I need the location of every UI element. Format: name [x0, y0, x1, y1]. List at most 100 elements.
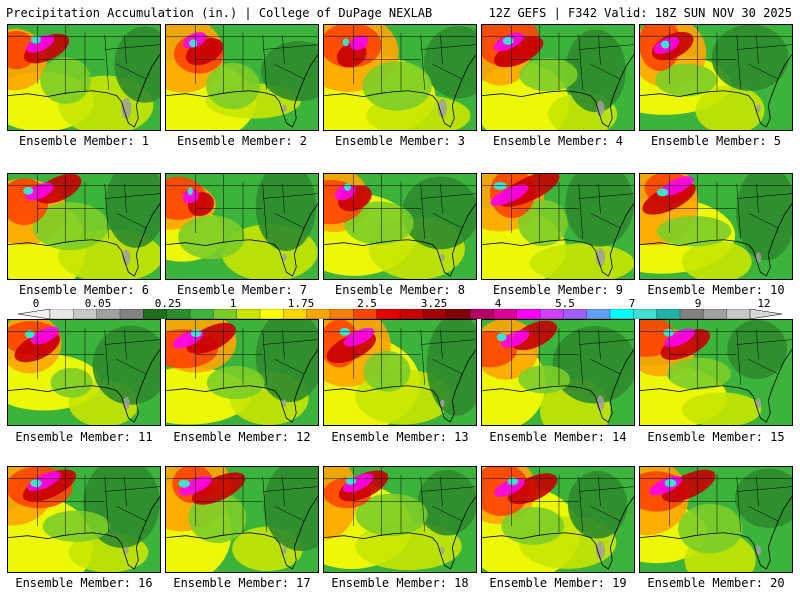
max-precip-core: [24, 330, 35, 339]
colorbar-segment: [189, 309, 214, 319]
precip-field: [8, 467, 160, 572]
colorbar-segment: [259, 309, 284, 319]
precip-region: [105, 174, 160, 248]
ensemble-member-map: [323, 466, 477, 573]
precip-field: [640, 174, 792, 279]
precip-region: [565, 174, 634, 247]
coastline: [8, 54, 160, 128]
dry-region: [121, 97, 132, 120]
coastline: [8, 496, 160, 570]
dry-region: [755, 398, 762, 409]
heavy-precip-band: [23, 33, 70, 64]
ensemble-member-label: Ensemble Member: 20: [647, 576, 785, 590]
precip-region: [695, 85, 765, 130]
dry-region: [123, 396, 130, 410]
coastline: [640, 203, 792, 277]
precip-region: [178, 215, 245, 260]
colorbar-tick-label: 9: [694, 297, 702, 310]
precip-region: [402, 176, 476, 250]
ensemble-member-label: Ensemble Member: 17: [173, 576, 311, 590]
ensemble-member-map: [323, 24, 477, 131]
state-borders: [324, 25, 476, 94]
ensemble-member-label: Ensemble Member: 1: [18, 134, 150, 148]
dry-region: [282, 546, 287, 555]
ensemble-member-label: Ensemble Member: 18: [331, 576, 469, 590]
state-borders: [324, 320, 476, 389]
precip-region: [501, 506, 565, 545]
colorbar-tick-label: 1: [229, 297, 237, 310]
ensemble-member-map: [639, 466, 793, 573]
precip-field: [640, 320, 792, 425]
ensemble-member-map: [165, 24, 319, 131]
state-borders: [482, 174, 634, 243]
colorbar-segment: [609, 309, 634, 319]
dry-region: [756, 104, 761, 113]
ensemble-member-label: Ensemble Member: 10: [647, 283, 785, 297]
precip-region: [32, 202, 109, 251]
heavy-precip-band: [507, 473, 558, 505]
dry-region: [755, 545, 762, 556]
colorbar-max-arrow: [749, 309, 782, 319]
colorbar-tick-label: 1.75: [287, 297, 315, 310]
map-title: Precipitation Accumulation (in.) | Colle…: [6, 6, 433, 20]
precip-field: [482, 467, 634, 572]
state-borders: [640, 25, 792, 94]
ensemble-member-map: [323, 319, 477, 426]
ensemble-member-label: Ensemble Member: 3: [334, 134, 466, 148]
state-borders: [8, 320, 160, 389]
coastline: [324, 349, 476, 423]
colorbar-segment: [283, 309, 308, 319]
precip-field: [482, 174, 634, 279]
ensemble-member-label: Ensemble Member: 5: [650, 134, 782, 148]
ensemble-member-map: [639, 319, 793, 426]
precip-region: [426, 320, 476, 416]
state-borders: [324, 467, 476, 536]
extreme-precip-band: [343, 327, 375, 347]
colorbar-segment: [236, 309, 261, 319]
extreme-precip-band: [342, 473, 374, 493]
max-precip-core: [660, 40, 670, 49]
precip-field: [324, 467, 476, 572]
precip-region: [260, 41, 318, 102]
precip-region: [656, 216, 732, 247]
state-borders: [166, 174, 318, 243]
coastline: [640, 349, 792, 423]
max-precip-core: [656, 188, 669, 197]
precip-region: [255, 320, 318, 403]
precip-region: [518, 365, 571, 394]
colorbar-segment: [96, 309, 121, 319]
ensemble-member-label: Ensemble Member: 19: [489, 576, 627, 590]
precip-region: [42, 510, 110, 542]
ensemble-member-map: [481, 173, 635, 280]
ensemble-member-map: [481, 24, 635, 131]
precip-field: [8, 25, 160, 130]
max-precip-core: [189, 39, 198, 48]
coastline: [324, 203, 476, 277]
dry-region: [282, 399, 287, 408]
dry-region: [124, 546, 129, 555]
ensemble-member-map: [7, 466, 161, 573]
precip-field: [482, 320, 634, 425]
precip-region: [417, 470, 476, 536]
dry-region: [755, 252, 762, 263]
precipitation-colorbar: [18, 309, 782, 319]
coastline: [482, 496, 634, 570]
heavy-precip-band: [494, 36, 544, 68]
colorbar-segment: [586, 309, 611, 319]
colorbar-tick-label: 3.25: [420, 297, 448, 310]
state-borders: [324, 174, 476, 243]
max-precip-core: [496, 333, 507, 342]
precip-region: [206, 63, 260, 110]
state-borders: [166, 320, 318, 389]
precip-region: [529, 243, 634, 279]
ensemble-member-label: Ensemble Member: 9: [492, 283, 624, 297]
colorbar-tick-label: 0.05: [84, 297, 112, 310]
precip-field: [166, 25, 318, 130]
max-precip-core: [344, 183, 352, 191]
state-borders: [482, 25, 634, 94]
heavy-precip-band: [511, 320, 557, 351]
precip-region: [362, 61, 432, 111]
ensemble-member-label: Ensemble Member: 8: [334, 283, 466, 297]
heavy-precip-band: [191, 472, 246, 505]
max-precip-core: [664, 479, 677, 488]
